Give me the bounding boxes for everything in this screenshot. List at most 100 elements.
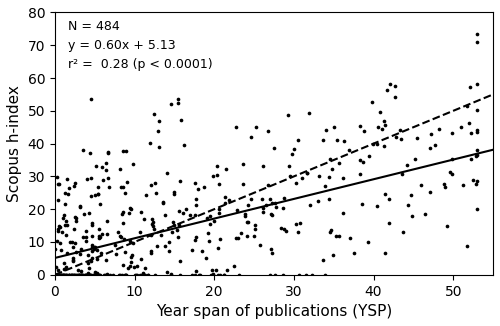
Point	[63, 250, 71, 255]
Point	[335, 160, 343, 165]
Point	[142, 193, 150, 198]
Point	[82, 238, 90, 244]
Point	[95, 235, 103, 241]
Point	[59, 272, 67, 277]
Point	[332, 233, 340, 239]
Point	[384, 196, 392, 201]
Point	[84, 253, 92, 258]
Point	[144, 272, 152, 277]
Point	[60, 191, 68, 196]
Point	[336, 234, 344, 239]
Point	[329, 252, 337, 258]
Point	[463, 103, 471, 109]
Point	[234, 272, 242, 277]
Point	[440, 182, 448, 187]
Point	[411, 157, 419, 162]
Point	[176, 178, 184, 183]
Point	[364, 239, 372, 244]
Point	[76, 203, 84, 209]
Point	[340, 210, 347, 215]
Point	[116, 233, 124, 239]
Point	[96, 235, 104, 240]
Point	[373, 141, 381, 146]
Point	[380, 123, 388, 128]
Point	[148, 216, 156, 221]
Point	[206, 221, 214, 227]
Point	[232, 236, 239, 241]
Point	[60, 272, 68, 277]
Point	[272, 204, 280, 210]
Point	[214, 246, 222, 251]
Point	[284, 112, 292, 118]
Point	[170, 189, 178, 194]
Point	[196, 272, 203, 277]
Point	[94, 271, 102, 276]
Point	[90, 247, 98, 252]
Point	[247, 135, 255, 140]
Point	[222, 167, 230, 172]
Point	[64, 177, 72, 182]
Point	[85, 265, 93, 270]
Point	[215, 182, 223, 187]
Point	[152, 190, 160, 195]
Point	[266, 247, 274, 252]
Point	[74, 268, 82, 273]
Point	[68, 239, 76, 244]
Point	[119, 262, 127, 267]
Point	[258, 197, 266, 202]
Point	[155, 119, 163, 124]
Point	[473, 82, 481, 87]
Point	[277, 225, 285, 230]
Point	[378, 126, 386, 132]
Point	[404, 202, 412, 208]
Point	[216, 236, 224, 242]
Point	[66, 272, 74, 277]
Point	[147, 183, 155, 188]
Point	[83, 272, 91, 277]
Point	[65, 186, 73, 191]
Point	[397, 137, 405, 142]
Point	[230, 264, 238, 269]
Point	[408, 214, 416, 219]
Point	[104, 175, 112, 181]
Point	[87, 96, 95, 101]
Point	[458, 182, 466, 187]
Point	[356, 171, 364, 176]
Point	[58, 229, 66, 234]
Point	[122, 272, 130, 277]
Point	[215, 211, 223, 216]
Point	[88, 220, 96, 226]
Point	[64, 191, 72, 197]
Point	[250, 233, 258, 238]
Point	[192, 237, 200, 243]
Point	[82, 229, 90, 234]
Point	[146, 249, 154, 254]
Point	[232, 124, 239, 129]
Point	[243, 220, 251, 225]
Point	[176, 272, 184, 277]
Point	[142, 272, 150, 277]
Point	[121, 250, 129, 255]
Point	[326, 229, 334, 234]
Point	[148, 221, 156, 226]
Point	[373, 204, 381, 209]
Point	[234, 235, 242, 240]
Point	[191, 212, 199, 217]
Point	[82, 272, 90, 277]
Point	[248, 197, 256, 202]
Point	[60, 216, 68, 221]
Point	[256, 242, 264, 247]
Point	[192, 234, 200, 239]
Point	[216, 272, 224, 277]
Point	[127, 259, 135, 264]
Point	[206, 213, 214, 218]
Point	[369, 141, 377, 147]
Point	[70, 272, 78, 277]
Point	[62, 218, 70, 223]
Point	[290, 147, 298, 152]
Point	[78, 272, 86, 277]
Point	[72, 218, 80, 224]
Point	[84, 270, 92, 275]
Point	[180, 142, 188, 147]
Point	[94, 226, 102, 231]
